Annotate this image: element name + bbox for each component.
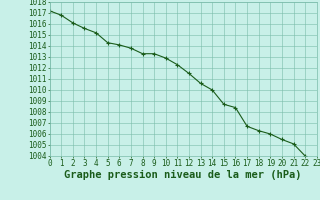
X-axis label: Graphe pression niveau de la mer (hPa): Graphe pression niveau de la mer (hPa) — [64, 170, 302, 180]
